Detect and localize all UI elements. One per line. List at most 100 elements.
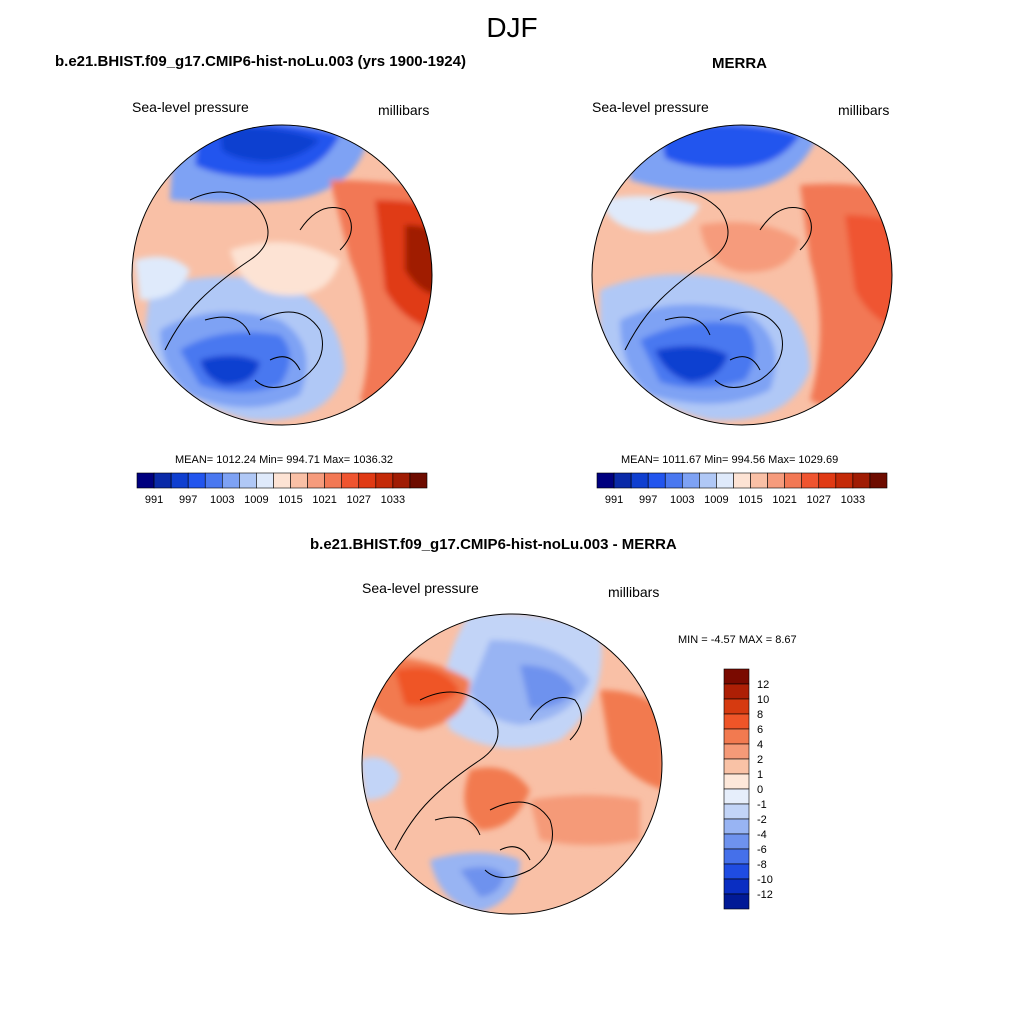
colorbar-swatch bbox=[723, 833, 750, 850]
colorbar-tick-label: -10 bbox=[757, 874, 773, 886]
colorbar-swatch bbox=[647, 472, 666, 489]
colorbar-swatch bbox=[723, 668, 750, 685]
colorbar-swatch bbox=[256, 472, 274, 489]
colorbar-swatch bbox=[801, 472, 820, 489]
colorbar-swatch bbox=[375, 472, 394, 489]
colorbar-swatch bbox=[307, 472, 325, 489]
colorbar-swatch bbox=[613, 472, 632, 489]
colorbar-swatch bbox=[409, 472, 428, 489]
panel3-units-label: millibars bbox=[608, 584, 660, 600]
colorbar-tick-label: 2 bbox=[757, 754, 763, 766]
colorbar-tick-label: -2 bbox=[757, 814, 767, 826]
colorbar-tick-label: -12 bbox=[757, 889, 773, 901]
colorbar-swatch bbox=[136, 472, 155, 489]
colorbar-swatch bbox=[733, 472, 751, 489]
colorbar-tick-label: 10 bbox=[757, 694, 769, 706]
colorbar-tick-label: 1021 bbox=[772, 494, 796, 506]
panel1-variable-label: Sea-level pressure bbox=[132, 99, 249, 115]
colorbar-swatch bbox=[596, 472, 615, 489]
colorbar-swatch bbox=[392, 472, 411, 489]
panel2-title: MERRA bbox=[712, 55, 767, 72]
colorbar-swatch bbox=[852, 472, 871, 489]
panel1-units-label: millibars bbox=[378, 102, 430, 118]
colorbar-swatch bbox=[221, 472, 240, 489]
panel1-stats: MEAN= 1012.24 Min= 994.71 Max= 1036.32 bbox=[175, 454, 393, 466]
colorbar-swatch bbox=[723, 773, 750, 790]
colorbar-tick-label: 1033 bbox=[381, 494, 405, 506]
colorbar-tick-label: -6 bbox=[757, 844, 767, 856]
colorbar-tick-label: 1015 bbox=[738, 494, 762, 506]
colorbar-swatch bbox=[723, 683, 750, 700]
colorbar-tick-label: 12 bbox=[757, 679, 769, 691]
colorbar-tick-label: 0 bbox=[757, 784, 763, 796]
colorbar-swatch bbox=[358, 472, 377, 489]
colorbar-tick-label: 1 bbox=[757, 769, 763, 781]
colorbar-swatch bbox=[204, 472, 223, 489]
colorbar-swatch bbox=[699, 472, 717, 489]
colorbar-tick-label: 6 bbox=[757, 724, 763, 736]
colorbar-swatch bbox=[170, 472, 189, 489]
colorbar-swatch bbox=[723, 713, 750, 730]
colorbar-tick-label: 1003 bbox=[210, 494, 234, 506]
colorbar-swatch bbox=[341, 472, 360, 489]
colorbar-swatch bbox=[664, 472, 683, 489]
polar-map-difference bbox=[361, 613, 663, 915]
colorbar-swatch bbox=[767, 472, 785, 489]
colorbar-tick-label: 4 bbox=[757, 739, 763, 751]
colorbar-swatch bbox=[784, 472, 803, 489]
panel2-variable-label: Sea-level pressure bbox=[592, 99, 709, 115]
colorbar-swatch bbox=[723, 758, 750, 775]
colorbar-tick-label: 1033 bbox=[841, 494, 865, 506]
colorbar-tick-label: 1009 bbox=[244, 494, 268, 506]
colorbar-swatch bbox=[290, 472, 308, 489]
colorbar-swatch bbox=[723, 878, 750, 895]
colorbar-swatch bbox=[723, 788, 750, 805]
colorbar-swatch bbox=[723, 698, 750, 715]
colorbar-tick-label: -1 bbox=[757, 799, 767, 811]
colorbar-tick-label: 1027 bbox=[807, 494, 831, 506]
colorbar-tick-label: 1009 bbox=[704, 494, 728, 506]
colorbar-tick-label: 997 bbox=[639, 494, 657, 506]
colorbar-tick-label: 991 bbox=[605, 494, 623, 506]
colorbar-swatch bbox=[723, 863, 750, 880]
colorbar-swatch bbox=[818, 472, 837, 489]
polar-map-model bbox=[131, 124, 433, 426]
colorbar-swatch bbox=[716, 472, 734, 489]
colorbar-swatch bbox=[239, 472, 257, 489]
colorbar-swatch bbox=[723, 893, 750, 910]
colorbar-swatch bbox=[723, 728, 750, 745]
polar-map-merra bbox=[591, 124, 893, 426]
colorbar-tick-label: 8 bbox=[757, 709, 763, 721]
colorbar-swatch bbox=[324, 472, 343, 489]
colorbar-swatch bbox=[869, 472, 888, 489]
colorbar-tick-label: 1003 bbox=[670, 494, 694, 506]
colorbar-tick-label: -4 bbox=[757, 829, 767, 841]
panel3-title: b.e21.BHIST.f09_g17.CMIP6-hist-noLu.003 … bbox=[310, 536, 677, 553]
colorbar-swatch bbox=[750, 472, 768, 489]
colorbar-swatch bbox=[153, 472, 172, 489]
panel3-stats: MIN = -4.57 MAX = 8.67 bbox=[678, 634, 797, 646]
panel2-stats: MEAN= 1011.67 Min= 994.56 Max= 1029.69 bbox=[621, 454, 838, 466]
colorbar-tick-label: 1027 bbox=[347, 494, 371, 506]
colorbar-tick-label: -8 bbox=[757, 859, 767, 871]
colorbar-tick-label: 1015 bbox=[278, 494, 302, 506]
colorbar-swatch bbox=[723, 848, 750, 865]
main-title: DJF bbox=[486, 12, 538, 43]
colorbar-swatch bbox=[723, 818, 750, 835]
colorbar-swatch bbox=[723, 803, 750, 820]
colorbar-swatch bbox=[630, 472, 649, 489]
colorbar-swatch bbox=[723, 743, 750, 760]
colorbar-swatch bbox=[187, 472, 206, 489]
panel2-units-label: millibars bbox=[838, 102, 890, 118]
colorbar-model: 991 997 1003 1009 1015 1021 1027 1033 bbox=[136, 472, 428, 506]
colorbar-tick-label: 1021 bbox=[312, 494, 336, 506]
colorbar-tick-label: 991 bbox=[145, 494, 163, 506]
colorbar-swatch bbox=[835, 472, 854, 489]
colorbar-merra: 991 997 1003 1009 1015 1021 1027 1033 bbox=[596, 472, 888, 506]
panel3-variable-label: Sea-level pressure bbox=[362, 580, 479, 596]
colorbar-swatch bbox=[273, 472, 291, 489]
colorbar-tick-label: 997 bbox=[179, 494, 197, 506]
panel1-title: b.e21.BHIST.f09_g17.CMIP6-hist-noLu.003 … bbox=[55, 53, 466, 70]
